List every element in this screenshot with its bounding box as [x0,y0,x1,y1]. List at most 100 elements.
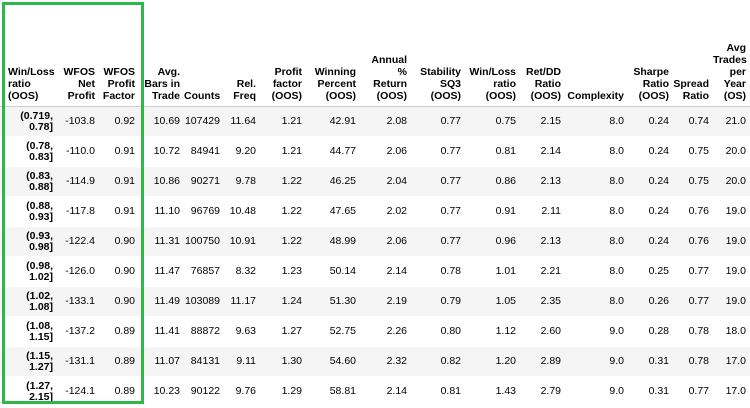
header-line: Counts [184,90,221,102]
row-index-line: 1.15] [29,330,53,343]
table-cell: 1.43 [465,376,520,406]
table-cell: 1.01 [465,256,520,287]
index-header: Win/Loss ratio (OOS) [0,0,57,107]
table-cell: 58.81 [306,376,360,406]
table-cell: 0.31 [628,376,673,406]
table-cell: 9.76 [224,376,260,406]
table-cell: 9.0 [565,316,628,347]
table-cell: 21.0 [713,106,750,137]
header-line: Profit [67,90,95,102]
row-index-line: 0.88] [29,180,53,193]
table-cell: 9.20 [224,136,260,167]
table-cell: 0.90 [99,226,139,257]
column-header: Counts [184,0,224,107]
column-header: Sharpe Ratio (OOS) [628,0,673,107]
header-line: Winning [314,66,356,78]
table-cell: -110.0 [57,136,99,167]
table-cell: 10.91 [224,226,260,257]
header-line: Ratio [534,78,561,90]
table-cell: 0.89 [99,346,139,377]
header-line: (OOS) [8,90,39,102]
row-index-line: (1.27, [26,379,53,392]
table-cell: 17.0 [713,376,750,406]
table-cell: 9.0 [565,346,628,377]
row-index: (0.88, 0.93] [0,196,57,227]
row-index-line: (0.98, [26,259,53,272]
column-header: Profit factor (OOS) [260,0,306,107]
table-cell: 0.78 [673,346,713,377]
table-cell: 90271 [184,166,224,197]
table-cell: 1.22 [260,226,306,257]
table-cell: 1.21 [260,136,306,167]
table-cell: 11.47 [139,256,184,287]
table-cell: 52.75 [306,316,360,347]
table-cell: 0.92 [99,106,139,137]
header-row: Win/Loss ratio (OOS) WFOS Net Profit WFOS Profi… [0,0,750,107]
table-cell: 0.81 [411,376,465,406]
table-cell: 11.49 [139,286,184,317]
table-cell: 2.89 [520,346,565,377]
row-index-line: (0.83, [26,169,53,182]
column-header: Spread Ratio [673,0,713,107]
table-cell: 44.77 [306,136,360,167]
table-cell: 17.0 [713,346,750,377]
table-cell: 19.0 [713,256,750,287]
column-header: Avg. Bars in Trade [139,0,184,107]
column-header: Annual% Return (OOS) [360,0,411,107]
header-line: WFOS [63,66,96,78]
header-line: Ratio [642,78,669,90]
column-header: Rel. Freq [224,0,260,107]
header-line: Avg. [157,66,180,78]
row-index-line: 0.83] [29,150,53,163]
header-line: Percent [317,78,356,90]
table-cell: 11.07 [139,346,184,377]
row-index-line: 1.02] [29,270,53,283]
row-index-line: 0.78] [29,120,53,133]
table-cell: -137.2 [57,316,99,347]
table-cell: 54.60 [306,346,360,377]
table-cell: 51.30 [306,286,360,317]
table-cell: 1.27 [260,316,306,347]
header-line: Sharpe [633,66,669,78]
row-index-line: 2.15] [29,390,53,403]
header-line: Win/Loss [469,66,516,78]
table-cell: 0.81 [465,136,520,167]
table-cell: 0.77 [411,196,465,227]
table-cell: 0.28 [628,316,673,347]
table-cell: 1.23 [260,256,306,287]
table-cell: 1.05 [465,286,520,317]
table-cell: 103089 [184,286,224,317]
table-cell: 0.74 [673,106,713,137]
row-index-line: (0.719, [20,109,53,122]
table-cell: 2.32 [360,346,411,377]
table-cell: 8.0 [565,256,628,287]
table-cell: -114.9 [57,166,99,197]
table-cell: 0.77 [411,226,465,257]
column-header: WFOS Profit Factor [99,0,139,107]
row-index-line: 0.98] [29,240,53,253]
table-cell: 2.26 [360,316,411,347]
table-cell: 90122 [184,376,224,406]
row-index-line: (1.02, [26,289,53,302]
column-header: WFOS Net Profit [57,0,99,107]
table-cell: 2.21 [520,256,565,287]
table-cell: 8.32 [224,256,260,287]
table-cell: 0.89 [99,376,139,406]
table-cell: 8.0 [565,286,628,317]
table-cell: 2.14 [520,136,565,167]
row-index: (0.93, 0.98] [0,226,57,257]
table-cell: 88872 [184,316,224,347]
table-cell: 1.22 [260,166,306,197]
table-cell: 0.90 [99,256,139,287]
table-row: (0.78, 0.83] -110.0 0.91 10.72 84941 9.20 1.21 4… [0,136,750,167]
header-line: Net [78,78,95,90]
table-cell: 0.77 [673,376,713,406]
table-cell: 10.86 [139,166,184,197]
table-cell: 0.86 [465,166,520,197]
table-cell: 8.0 [565,166,628,197]
table-cell: -117.8 [57,196,99,227]
table-row: (0.719, 0.78] -103.8 0.92 10.69 107429 11.64 1.… [0,106,750,137]
table-cell: 0.79 [411,286,465,317]
header-line: Profit [107,78,135,90]
table-cell: 0.82 [411,346,465,377]
